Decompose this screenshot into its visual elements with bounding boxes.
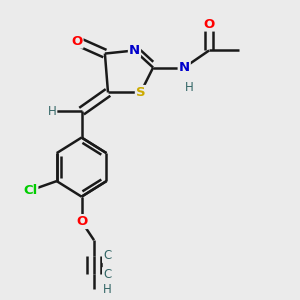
- Text: C: C: [103, 268, 111, 281]
- Text: N: N: [179, 61, 190, 74]
- Text: N: N: [129, 44, 140, 57]
- Text: H: H: [184, 81, 193, 94]
- Text: Cl: Cl: [23, 184, 38, 197]
- Text: O: O: [76, 215, 87, 228]
- Text: O: O: [71, 34, 82, 48]
- Text: H: H: [48, 105, 56, 118]
- Text: S: S: [136, 86, 146, 99]
- Text: H: H: [103, 283, 111, 296]
- Text: C: C: [103, 249, 111, 262]
- Text: O: O: [203, 17, 215, 31]
